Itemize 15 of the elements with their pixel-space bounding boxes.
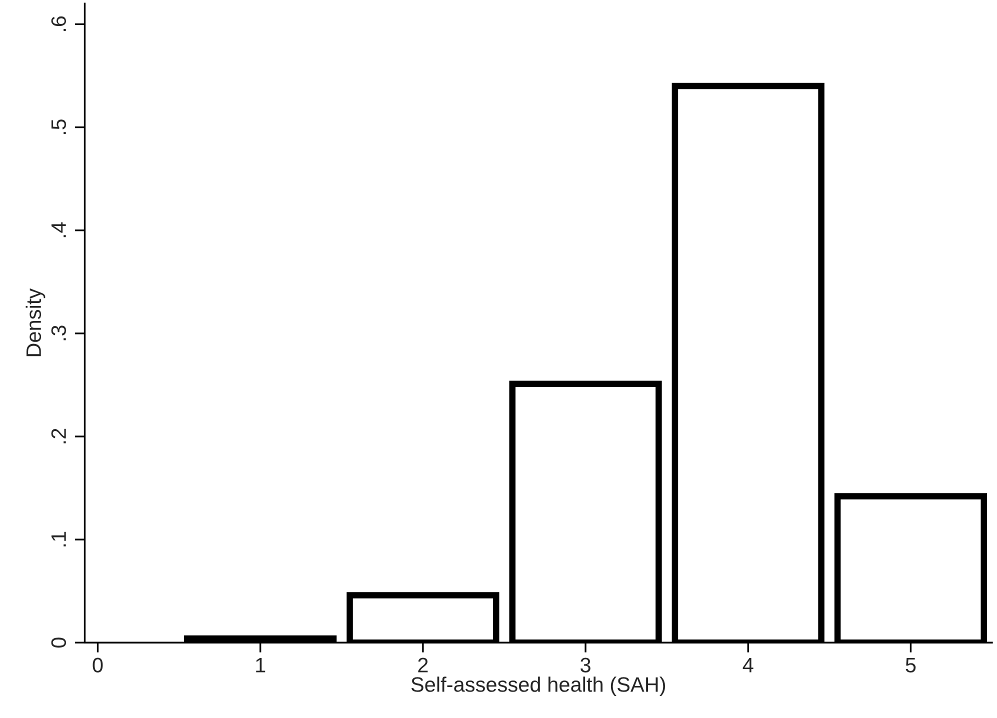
y-tick-label: .4 bbox=[52, 222, 66, 238]
x-tick-label: 0 bbox=[92, 658, 103, 672]
y-tick-label: .5 bbox=[52, 119, 66, 134]
x-tick-label: 2 bbox=[418, 658, 428, 672]
x-tick-label: 4 bbox=[742, 658, 754, 672]
y-tick-label: .2 bbox=[51, 428, 66, 444]
x-axis-title: Self-assessed health (SAH) bbox=[411, 676, 666, 696]
x-tick-label: 5 bbox=[906, 658, 916, 672]
x-tick-label: 1 bbox=[256, 658, 266, 672]
y-tick-label: .6 bbox=[51, 16, 66, 31]
y-tick-label: .3 bbox=[51, 326, 66, 340]
y-tick-label: 0 bbox=[51, 638, 66, 648]
x-tick-label: 3 bbox=[580, 658, 590, 672]
y-axis-title: Density bbox=[26, 288, 46, 356]
y-tick-label: .1 bbox=[52, 532, 66, 546]
